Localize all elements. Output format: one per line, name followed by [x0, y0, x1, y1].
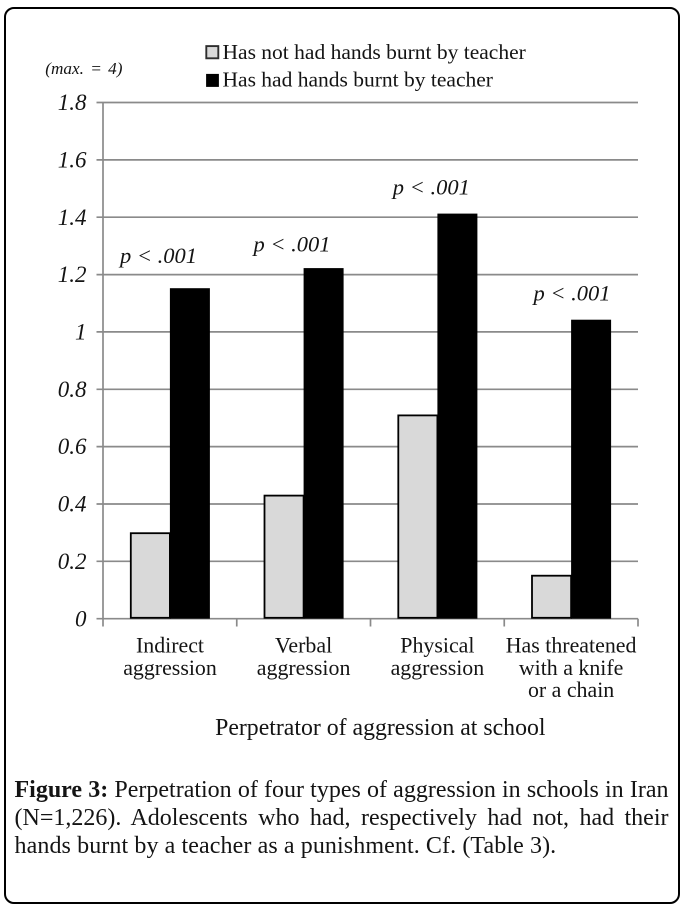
svg-text:aggression: aggression: [123, 655, 217, 680]
svg-text:0: 0: [75, 606, 87, 631]
svg-text:0.6: 0.6: [58, 434, 87, 459]
svg-text:p < .001: p < .001: [391, 174, 470, 199]
svg-text:p < .001: p < .001: [118, 243, 197, 268]
svg-text:(max. = 4): (max. = 4): [45, 59, 122, 78]
svg-text:Physical: Physical: [400, 633, 474, 658]
svg-text:p < .001: p < .001: [252, 231, 331, 256]
svg-text:Has not had hands burnt by tea: Has not had hands burnt by teacher: [223, 40, 526, 64]
svg-text:1.2: 1.2: [58, 262, 87, 287]
svg-text:or a chain: or a chain: [528, 677, 614, 702]
svg-text:1: 1: [75, 320, 87, 345]
svg-text:Verbal: Verbal: [275, 633, 332, 658]
svg-text:p < .001: p < .001: [532, 280, 611, 305]
svg-text:1.6: 1.6: [58, 147, 87, 172]
svg-text:0.2: 0.2: [58, 549, 87, 574]
svg-text:Indirect: Indirect: [136, 633, 204, 658]
svg-text:aggression: aggression: [391, 655, 485, 680]
svg-text:with a knife: with a knife: [519, 655, 624, 680]
svg-text:1.8: 1.8: [58, 90, 87, 115]
svg-text:1.4: 1.4: [58, 205, 87, 230]
svg-text:Has threatened: Has threatened: [506, 633, 637, 658]
svg-text:0.8: 0.8: [58, 377, 87, 402]
svg-text:0.4: 0.4: [58, 492, 87, 517]
svg-text:aggression: aggression: [257, 655, 351, 680]
svg-text:Perpetrator of aggression at s: Perpetrator of aggression at school: [215, 715, 546, 741]
svg-text:Has had hands burnt by teacher: Has had hands burnt by teacher: [223, 67, 493, 91]
